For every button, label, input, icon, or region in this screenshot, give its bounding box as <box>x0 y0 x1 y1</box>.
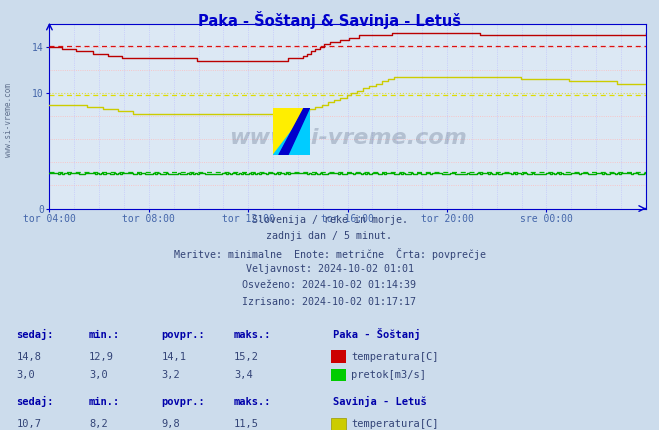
Text: Savinja - Letuš: Savinja - Letuš <box>333 396 426 407</box>
Text: 3,4: 3,4 <box>234 370 252 380</box>
Polygon shape <box>273 108 310 155</box>
Text: min.:: min.: <box>89 329 120 340</box>
Polygon shape <box>279 108 310 155</box>
Text: Osveženo: 2024-10-02 01:14:39: Osveženo: 2024-10-02 01:14:39 <box>243 280 416 290</box>
Text: maks.:: maks.: <box>234 396 272 407</box>
Text: povpr.:: povpr.: <box>161 329 205 340</box>
Text: 3,2: 3,2 <box>161 370 180 380</box>
Text: 8,2: 8,2 <box>89 419 107 429</box>
Text: 10,7: 10,7 <box>16 419 42 429</box>
Text: 14,8: 14,8 <box>16 352 42 362</box>
Text: maks.:: maks.: <box>234 329 272 340</box>
Text: temperatura[C]: temperatura[C] <box>351 352 439 362</box>
Text: www.si-vreme.com: www.si-vreme.com <box>229 128 467 148</box>
Text: Slovenija / reke in morje.: Slovenija / reke in morje. <box>252 215 407 225</box>
Text: Izrisano: 2024-10-02 01:17:17: Izrisano: 2024-10-02 01:17:17 <box>243 297 416 307</box>
Polygon shape <box>273 108 310 155</box>
Text: 9,8: 9,8 <box>161 419 180 429</box>
Text: 11,5: 11,5 <box>234 419 259 429</box>
Text: 15,2: 15,2 <box>234 352 259 362</box>
Text: 14,1: 14,1 <box>161 352 186 362</box>
Text: min.:: min.: <box>89 396 120 407</box>
Text: sedaj:: sedaj: <box>16 396 54 407</box>
Text: temperatura[C]: temperatura[C] <box>351 419 439 429</box>
Text: Veljavnost: 2024-10-02 01:01: Veljavnost: 2024-10-02 01:01 <box>246 264 413 274</box>
Text: Paka - Šoštanj & Savinja - Letuš: Paka - Šoštanj & Savinja - Letuš <box>198 11 461 29</box>
Text: www.si-vreme.com: www.si-vreme.com <box>4 83 13 157</box>
Text: 12,9: 12,9 <box>89 352 114 362</box>
Text: Paka - Šoštanj: Paka - Šoštanj <box>333 328 420 340</box>
Text: Meritve: minimalne  Enote: metrične  Črta: povprečje: Meritve: minimalne Enote: metrične Črta:… <box>173 248 486 260</box>
Text: 3,0: 3,0 <box>16 370 35 380</box>
Text: sedaj:: sedaj: <box>16 329 54 340</box>
Text: pretok[m3/s]: pretok[m3/s] <box>351 370 426 380</box>
Text: zadnji dan / 5 minut.: zadnji dan / 5 minut. <box>266 231 393 241</box>
Text: 3,0: 3,0 <box>89 370 107 380</box>
Text: povpr.:: povpr.: <box>161 396 205 407</box>
